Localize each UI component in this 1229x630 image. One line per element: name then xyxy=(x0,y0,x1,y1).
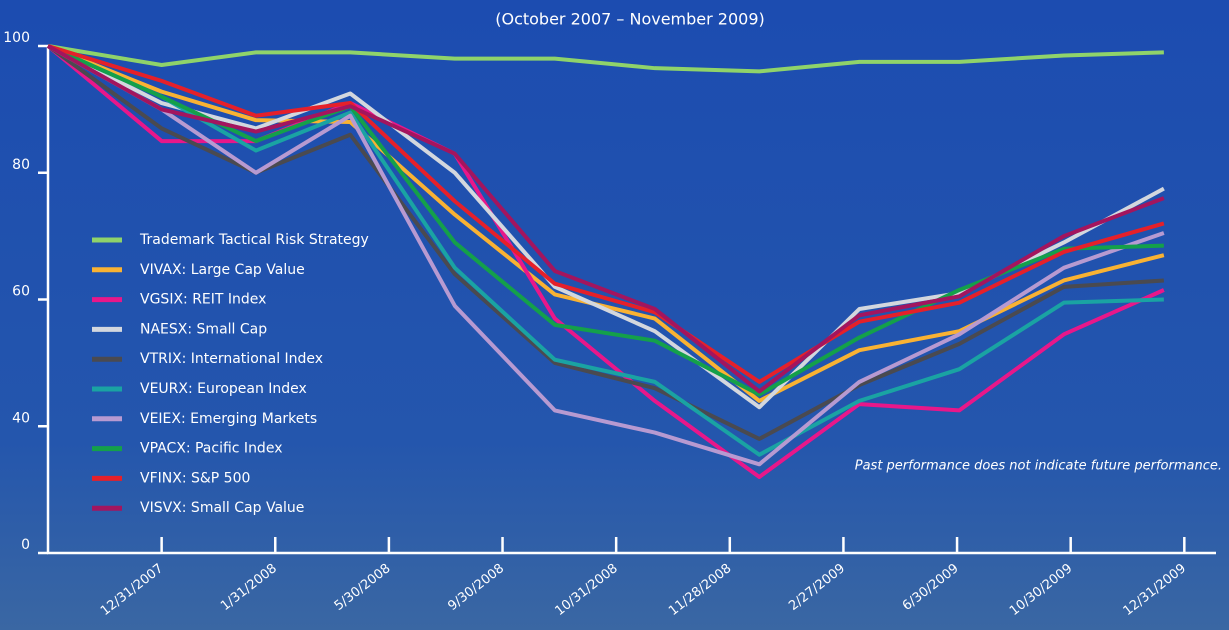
series-line xyxy=(47,44,1164,457)
legend-label: VISVX: Small Cap Value xyxy=(140,500,304,516)
legend-label: VTRIX: International Index xyxy=(140,351,323,367)
legend-label: VIVAX: Large Cap Value xyxy=(140,262,305,278)
series-line xyxy=(47,44,1164,397)
y-tick-label: 40 xyxy=(12,410,30,426)
chart-title: (October 2007 – November 2009) xyxy=(495,10,765,29)
legend-label: Trademark Tactical Risk Strategy xyxy=(139,232,369,248)
legend-label: NAESX: Small Cap xyxy=(140,321,267,337)
annotation: Past performance does not indicate futur… xyxy=(855,459,1222,474)
y-tick-label: 0 xyxy=(21,537,30,553)
y-tick-label: 80 xyxy=(12,157,30,173)
series-line xyxy=(47,44,1165,384)
series-line xyxy=(47,44,1164,74)
legend-label: VPACX: Pacific Index xyxy=(140,441,282,457)
legend-label: VFINX: S&P 500 xyxy=(140,470,250,486)
series-line xyxy=(47,44,1165,467)
series-line xyxy=(47,44,1165,394)
legend-label: VGSIX: REIT Index xyxy=(140,292,266,308)
series-line xyxy=(46,44,1164,441)
y-tick-label: 60 xyxy=(12,284,30,300)
legend-label: VEURX: European Index xyxy=(140,381,307,397)
legend-label: VEIEX: Emerging Markets xyxy=(140,411,317,427)
y-tick-label: 100 xyxy=(3,30,30,46)
